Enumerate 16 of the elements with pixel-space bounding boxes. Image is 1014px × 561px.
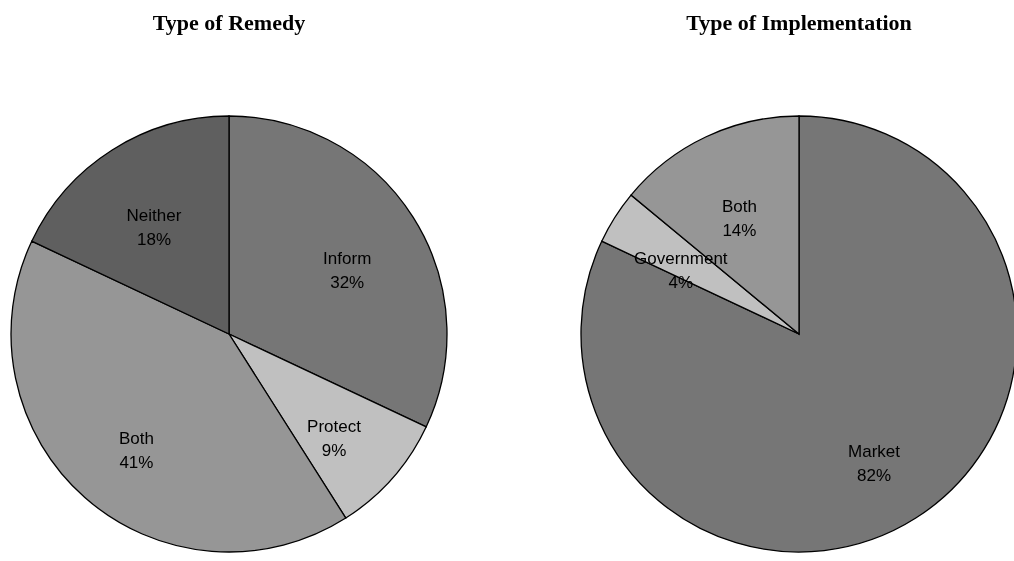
chart-title: Type of Implementation: [686, 10, 912, 36]
data-label: 82%: [857, 466, 892, 486]
chart-title: Type of Remedy: [152, 10, 306, 36]
data-label: 9%: [321, 440, 347, 460]
slice-label: Both: [721, 197, 757, 217]
data-label: 41%: [119, 453, 154, 473]
data-label: 14%: [722, 221, 757, 241]
pie-slice: [580, 115, 1014, 553]
slice-label: Neither: [126, 205, 182, 225]
slice-label: Inform: [323, 248, 372, 268]
slice-label: Market: [848, 442, 901, 462]
slice-label: Both: [118, 429, 154, 449]
slice-label: Protect: [307, 416, 362, 436]
data-label: 32%: [330, 272, 365, 292]
data-label: 18%: [136, 229, 171, 249]
data-label: 4%: [668, 272, 694, 292]
